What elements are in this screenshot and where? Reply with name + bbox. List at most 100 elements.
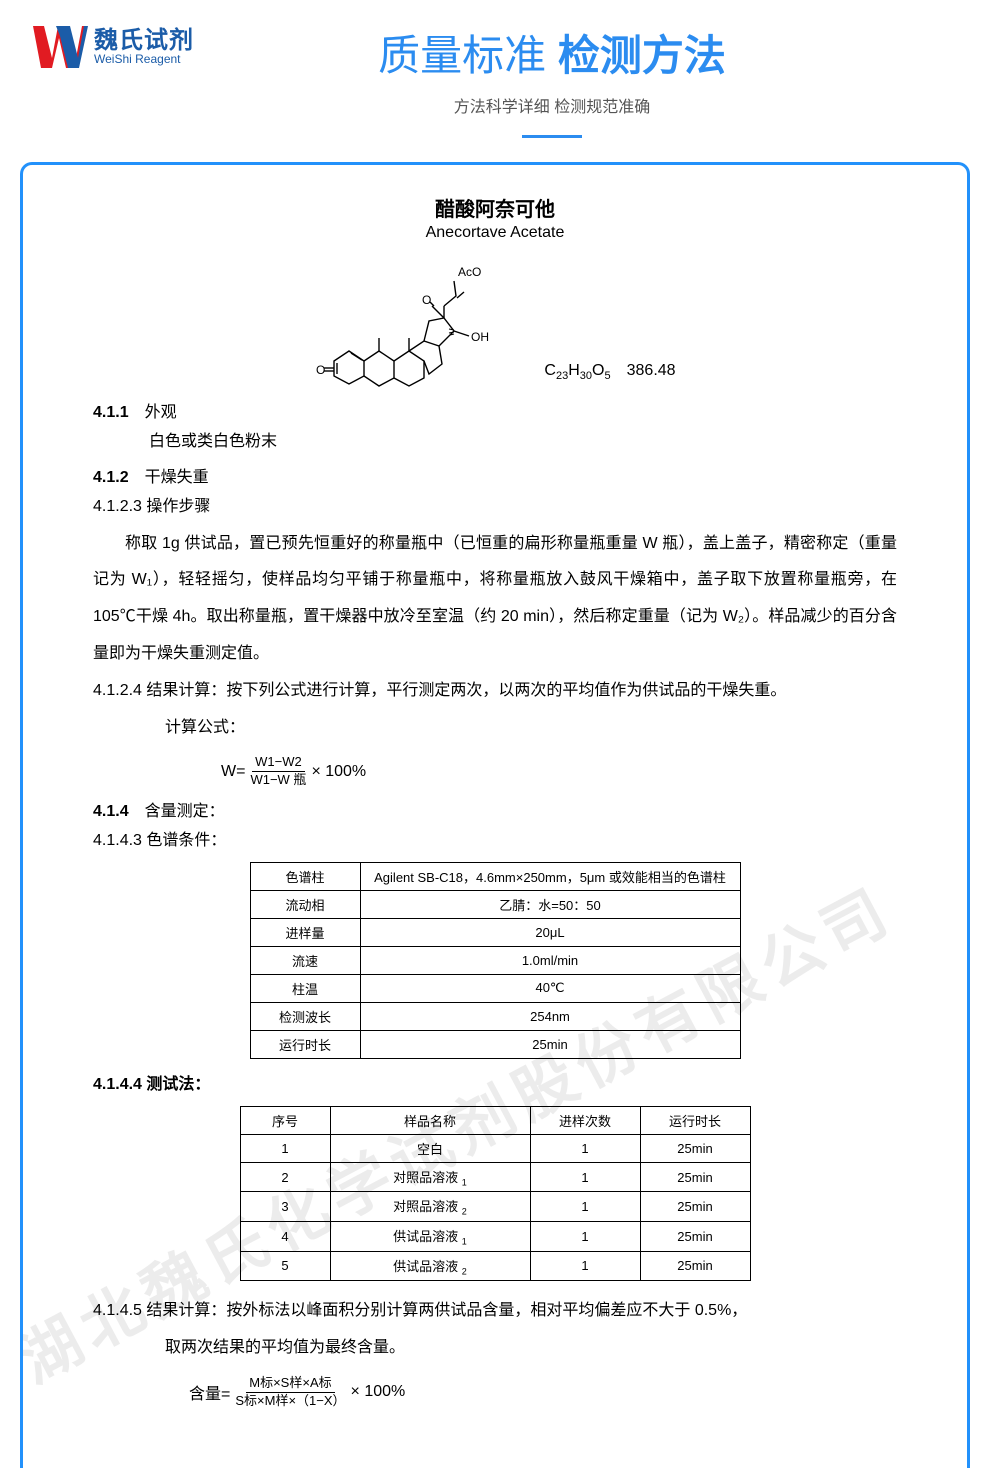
table-row: 流动相乙腈：水=50：50 <box>250 890 740 918</box>
table-cell: 乙腈：水=50：50 <box>360 890 740 918</box>
formula-2: 含量= M标×S样×A标 S标×M样×（1−X） × 100% <box>93 1375 897 1410</box>
document-frame: 湖北魏氏化学试剂股份有限公司 醋酸阿奈可他 Anecortave Acetate <box>20 162 970 1468</box>
table-cell: 供试品溶液 2 <box>330 1251 530 1281</box>
table-cell: 25min <box>640 1162 750 1192</box>
f1-den: W1−W 瓶 <box>247 772 309 789</box>
s411-title: 外观 <box>145 404 177 421</box>
f2-suffix: × 100% <box>351 1383 406 1401</box>
f1-frac: W1−W2 W1−W 瓶 <box>247 754 309 789</box>
table-header-cell: 运行时长 <box>640 1106 750 1134</box>
label-o2: O <box>316 363 325 377</box>
label-o1: O <box>422 293 431 307</box>
table-cell: 4 <box>240 1221 330 1251</box>
s4124: 4.1.2.4 结果计算：按下列公式进行计算，平行测定两次，以两次的平均值作为供… <box>93 673 897 710</box>
table-row: 3对照品溶液 2125min <box>240 1192 750 1222</box>
s411-desc: 白色或类白色粉末 <box>93 424 897 461</box>
table-row: 检测波长254nm <box>250 1002 740 1030</box>
s412-num: 4.1.2 <box>93 469 129 486</box>
f1-prefix: W= <box>221 763 245 781</box>
label-aco: AcO <box>458 265 481 279</box>
section-412: 4.1.2 干燥失重 <box>93 463 897 487</box>
table-cell: 3 <box>240 1192 330 1222</box>
table-cell: 1 <box>530 1192 640 1222</box>
s4145-cont: 取两次结果的平均值为最终含量。 <box>93 1330 897 1367</box>
table-cell: 对照品溶液 1 <box>330 1162 530 1192</box>
table-cell: 流动相 <box>250 890 360 918</box>
table-cell: 1.0ml/min <box>360 946 740 974</box>
table-cell: 25min <box>360 1030 740 1058</box>
section-414: 4.1.4 含量测定： <box>93 797 897 821</box>
s411-num: 4.1.1 <box>93 404 129 421</box>
table-header-cell: 样品名称 <box>330 1106 530 1134</box>
compound-header: 醋酸阿奈可他 Anecortave Acetate <box>93 193 897 242</box>
table-cell: 2 <box>240 1162 330 1192</box>
table-cell: 25min <box>640 1134 750 1162</box>
para1: 称取 1g 供试品，置已预先恒重好的称量瓶中（已恒重的扁形称量瓶重量 W 瓶），… <box>93 526 897 673</box>
table-cell: 1 <box>240 1134 330 1162</box>
table-cell: 运行时长 <box>250 1030 360 1058</box>
title-light: 质量标准 <box>378 32 558 79</box>
table-row: 5供试品溶液 2125min <box>240 1251 750 1281</box>
label-oh: OH <box>471 330 489 344</box>
table-cell: 进样量 <box>250 918 360 946</box>
main-title: 质量标准 检测方法 <box>144 22 960 83</box>
table-cell: 254nm <box>360 1002 740 1030</box>
s412-title: 干燥失重 <box>145 469 209 486</box>
title-bold: 检测方法 <box>558 32 726 79</box>
s414-title: 含量测定： <box>145 803 225 820</box>
table-row: 流速1.0ml/min <box>250 946 740 974</box>
f2-num: M标×S样×A标 <box>246 1375 334 1393</box>
table-cell: 对照品溶液 2 <box>330 1192 530 1222</box>
table-row: 1空白125min <box>240 1134 750 1162</box>
table-row: 进样量20μL <box>250 918 740 946</box>
table-cell: 色谱柱 <box>250 862 360 890</box>
table-row: 柱温40℃ <box>250 974 740 1002</box>
s4143: 4.1.4.3 色谱条件： <box>93 823 897 860</box>
table-cell: 25min <box>640 1192 750 1222</box>
table-cell: 20μL <box>360 918 740 946</box>
chromatography-table: 色谱柱Agilent SB-C18，4.6mm×250mm，5μm 或效能相当的… <box>250 862 741 1059</box>
f2-den: S标×M样×（1−X） <box>232 1393 348 1410</box>
f2-prefix: 含量= <box>189 1380 230 1404</box>
s414-num: 4.1.4 <box>93 803 129 820</box>
table-cell: 1 <box>530 1162 640 1192</box>
structure-row: AcO OH O O C23H30O5 386.48 <box>93 246 897 396</box>
table-row: 色谱柱Agilent SB-C18，4.6mm×250mm，5μm 或效能相当的… <box>250 862 740 890</box>
calc-label: 计算公式： <box>93 710 897 747</box>
f2-frac: M标×S样×A标 S标×M样×（1−X） <box>232 1375 348 1410</box>
subtitle: 方法科学详细 检测规范准确 <box>144 93 960 117</box>
s4144: 4.1.4.4 测试法： <box>93 1067 897 1104</box>
s4123: 4.1.2.3 操作步骤 <box>93 489 897 526</box>
table-cell: 柱温 <box>250 974 360 1002</box>
test-sequence-table: 序号样品名称进样次数运行时长1空白125min2对照品溶液 1125min3对照… <box>240 1106 751 1281</box>
table-cell: 1 <box>530 1251 640 1281</box>
table-cell: 5 <box>240 1251 330 1281</box>
table-header-cell: 序号 <box>240 1106 330 1134</box>
compound-name-cn: 醋酸阿奈可他 <box>93 193 897 222</box>
table-cell: 空白 <box>330 1134 530 1162</box>
s4145: 4.1.4.5 结果计算：按外标法以峰面积分别计算两供试品含量，相对平均偏差应不… <box>93 1293 897 1330</box>
table-cell: 40℃ <box>360 974 740 1002</box>
molecular-formula: C23H30O5 386.48 <box>544 356 675 382</box>
table-cell: Agilent SB-C18，4.6mm×250mm，5μm 或效能相当的色谱柱 <box>360 862 740 890</box>
table-row: 2对照品溶液 1125min <box>240 1162 750 1192</box>
table-header-row: 序号样品名称进样次数运行时长 <box>240 1106 750 1134</box>
table-cell: 检测波长 <box>250 1002 360 1030</box>
table-row: 4供试品溶液 1125min <box>240 1221 750 1251</box>
f1-suffix: × 100% <box>311 763 366 781</box>
table-row: 运行时长25min <box>250 1030 740 1058</box>
table-cell: 1 <box>530 1134 640 1162</box>
page-header: 魏氏试剂 WeiShi Reagent 质量标准 检测方法 方法科学详细 检测规… <box>0 0 990 138</box>
title-underline <box>522 135 582 138</box>
table-cell: 25min <box>640 1221 750 1251</box>
table-cell: 1 <box>530 1221 640 1251</box>
formula-1: W= W1−W2 W1−W 瓶 × 100% <box>93 754 897 789</box>
table-cell: 25min <box>640 1251 750 1281</box>
section-411: 4.1.1 外观 <box>93 398 897 422</box>
compound-name-en: Anecortave Acetate <box>93 224 897 242</box>
title-section: 质量标准 检测方法 方法科学详细 检测规范准确 <box>144 22 960 138</box>
logo-mark-icon <box>30 22 88 72</box>
table-cell: 流速 <box>250 946 360 974</box>
table-header-cell: 进样次数 <box>530 1106 640 1134</box>
table-cell: 供试品溶液 1 <box>330 1221 530 1251</box>
